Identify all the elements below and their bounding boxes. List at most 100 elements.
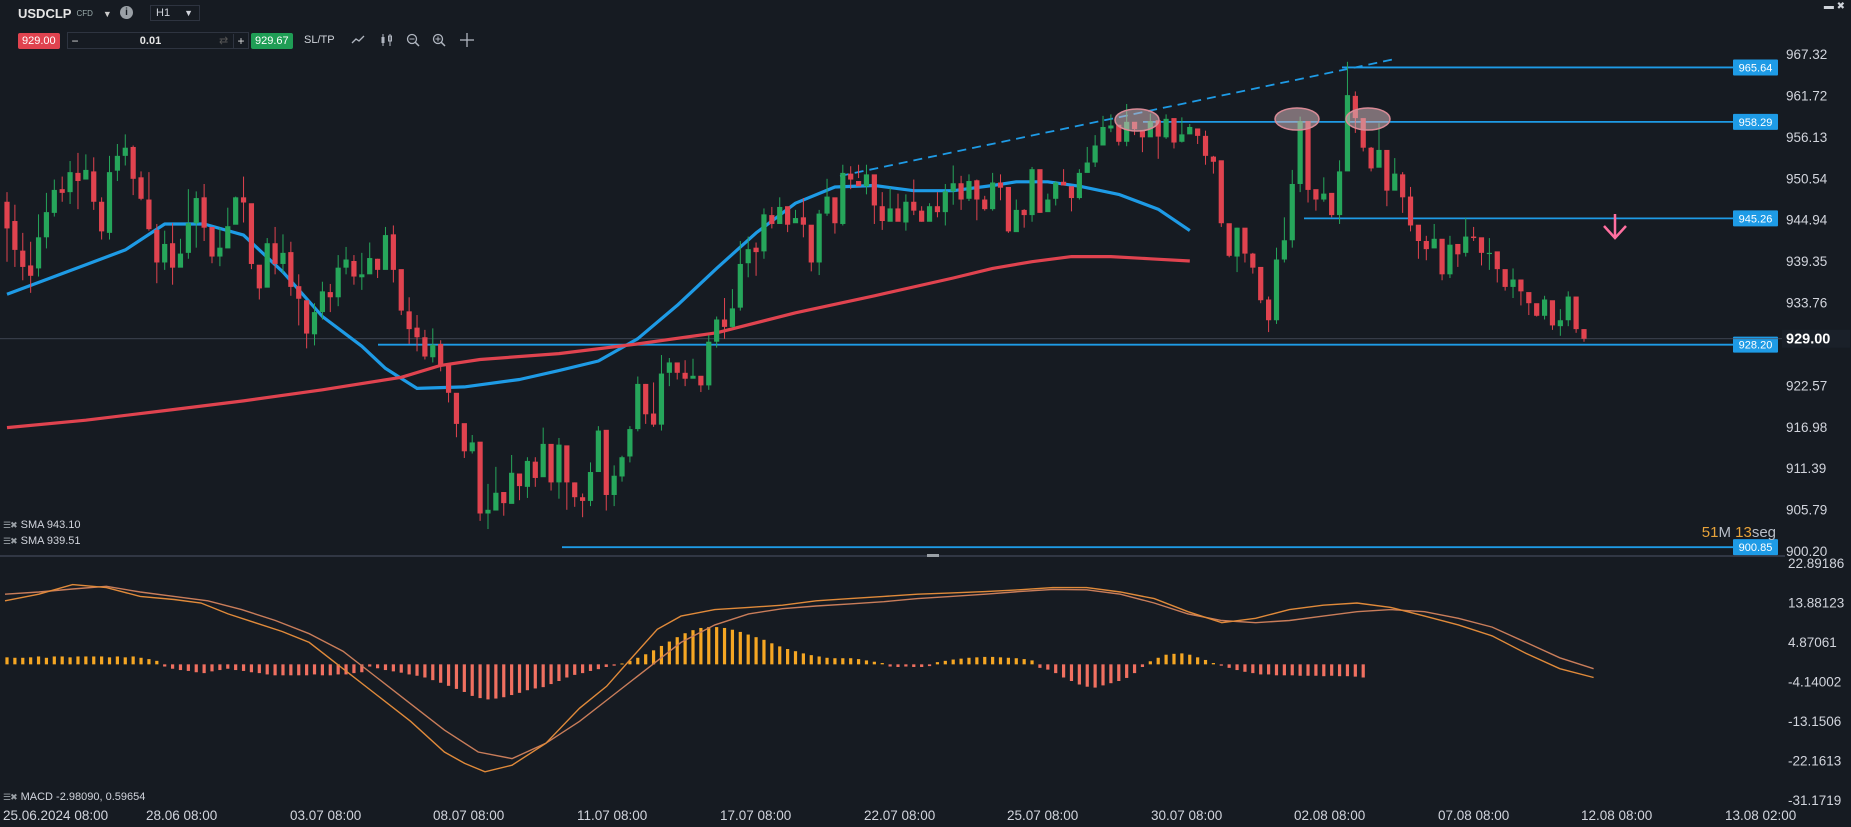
minimize-icon[interactable]: ▬ xyxy=(1823,1,1834,12)
candle xyxy=(934,206,941,213)
sell-button[interactable]: 929.00 xyxy=(18,33,60,49)
settings-icon[interactable]: ☰✖ xyxy=(3,519,18,530)
candle xyxy=(1297,121,1303,184)
close-icon[interactable]: ✖ xyxy=(1836,1,1845,12)
candle xyxy=(1155,120,1161,137)
y-tick-label: 905.79 xyxy=(1786,503,1827,518)
settings-icon[interactable]: ☰✖ xyxy=(3,791,18,802)
candle xyxy=(1076,172,1082,199)
candle xyxy=(382,235,389,270)
macd-histogram-bar xyxy=(1274,664,1279,676)
zoom-out-icon[interactable] xyxy=(406,33,420,47)
macd-histogram-bar xyxy=(510,664,514,696)
macd-histogram-bar xyxy=(1243,664,1247,672)
macd-histogram-bar xyxy=(1054,664,1058,674)
macd-histogram-bar xyxy=(123,657,127,665)
candle xyxy=(461,423,467,452)
window-controls[interactable]: ▬ ✖ xyxy=(1824,1,1845,12)
candles-icon[interactable] xyxy=(380,33,394,47)
macd-histogram-bar xyxy=(446,664,451,686)
sma-fast-legend[interactable]: ☰✖ SMA 943.10 xyxy=(3,519,81,531)
lot-increase-button[interactable]: + xyxy=(233,33,248,48)
lot-stepper[interactable]: − 0.01 ⇄ + xyxy=(67,32,249,49)
sma-slow-legend[interactable]: ☰✖ SMA 939.51 xyxy=(3,535,81,547)
macd-histogram-bar xyxy=(793,651,798,665)
macd-histogram-bar xyxy=(115,656,119,665)
macd-histogram-bar xyxy=(707,627,711,665)
candle xyxy=(753,247,759,253)
crosshair-icon[interactable] xyxy=(460,33,474,47)
macd-histogram-bar xyxy=(628,660,632,665)
line-chart-icon[interactable] xyxy=(351,33,365,47)
lot-decrease-button[interactable]: − xyxy=(71,33,79,48)
candle xyxy=(595,430,601,473)
macd-y-tick-label: 22.89186 xyxy=(1788,556,1844,571)
macd-histogram-bar xyxy=(147,659,151,665)
buy-button[interactable]: 929.67 xyxy=(251,33,293,49)
macd-histogram-bar xyxy=(959,658,963,665)
candle xyxy=(367,258,373,275)
candle xyxy=(840,172,846,224)
x-tick-label: 11.07 08:00 xyxy=(577,808,647,823)
macd-histogram-bar xyxy=(754,637,758,665)
candle xyxy=(83,169,89,180)
candle xyxy=(311,312,318,335)
trendline xyxy=(839,58,1396,177)
candle xyxy=(1526,292,1532,304)
info-icon[interactable]: i xyxy=(120,6,133,19)
candle xyxy=(201,197,207,228)
macd-line xyxy=(4,583,1594,773)
lot-value[interactable]: 0.01 xyxy=(139,34,162,47)
candle xyxy=(1258,266,1264,301)
candle xyxy=(682,372,688,379)
candle xyxy=(51,189,57,213)
candle xyxy=(1250,253,1256,268)
settings-icon[interactable]: ☰✖ xyxy=(3,535,18,546)
candle xyxy=(209,226,215,257)
candle xyxy=(800,217,806,225)
candle xyxy=(193,198,199,224)
macd-histogram-bar xyxy=(1251,664,1255,674)
candle xyxy=(611,475,617,495)
sltp-button[interactable]: SL/TP xyxy=(304,34,335,46)
zoom-in-icon[interactable] xyxy=(432,33,446,47)
candle xyxy=(524,460,531,487)
macd-histogram-bar xyxy=(786,649,790,665)
sma-fast-label: SMA 943.10 xyxy=(20,519,81,531)
macd-histogram-bar xyxy=(1211,663,1216,665)
candle xyxy=(12,221,18,250)
swap-icon[interactable]: ⇄ xyxy=(219,35,229,47)
candle xyxy=(1400,174,1406,198)
macd-histogram-bar xyxy=(249,664,254,673)
macd-histogram-bar xyxy=(722,627,727,665)
macd-histogram-bar xyxy=(872,661,876,665)
macd-label: MACD -2.98090, 0.59654 xyxy=(20,791,146,803)
sma-fast-line xyxy=(6,180,1191,390)
macd-histogram-bar xyxy=(415,664,419,676)
candle xyxy=(240,197,247,203)
macd-y-tick-label: 4.87061 xyxy=(1788,635,1837,650)
macd-histogram-bar xyxy=(360,664,364,673)
macd-histogram-bar xyxy=(920,664,924,667)
timeframe-selector[interactable]: H1 ▼ xyxy=(150,5,200,21)
chevron-down-icon[interactable]: ▼ xyxy=(102,8,112,19)
candle xyxy=(903,201,909,223)
candle xyxy=(130,146,136,179)
candle xyxy=(438,343,444,365)
macd-histogram-bar xyxy=(375,664,380,669)
candle xyxy=(777,206,783,224)
macd-histogram-bar xyxy=(1172,653,1176,665)
macd-histogram-bar xyxy=(368,664,372,667)
macd-histogram-bar xyxy=(904,664,908,667)
chevron-down-icon[interactable]: ▼ xyxy=(184,8,193,18)
candle xyxy=(1100,126,1106,146)
macd-histogram-bar xyxy=(1298,664,1302,676)
candle xyxy=(272,243,278,264)
macd-legend[interactable]: ☰✖ MACD -2.98090, 0.59654 xyxy=(3,791,145,803)
candle xyxy=(1108,125,1114,129)
candle xyxy=(1281,240,1287,260)
macd-histogram-bar xyxy=(1046,664,1050,670)
symbol-selector[interactable]: USDCLP CFD ▼ xyxy=(18,6,112,21)
candle xyxy=(485,509,491,514)
